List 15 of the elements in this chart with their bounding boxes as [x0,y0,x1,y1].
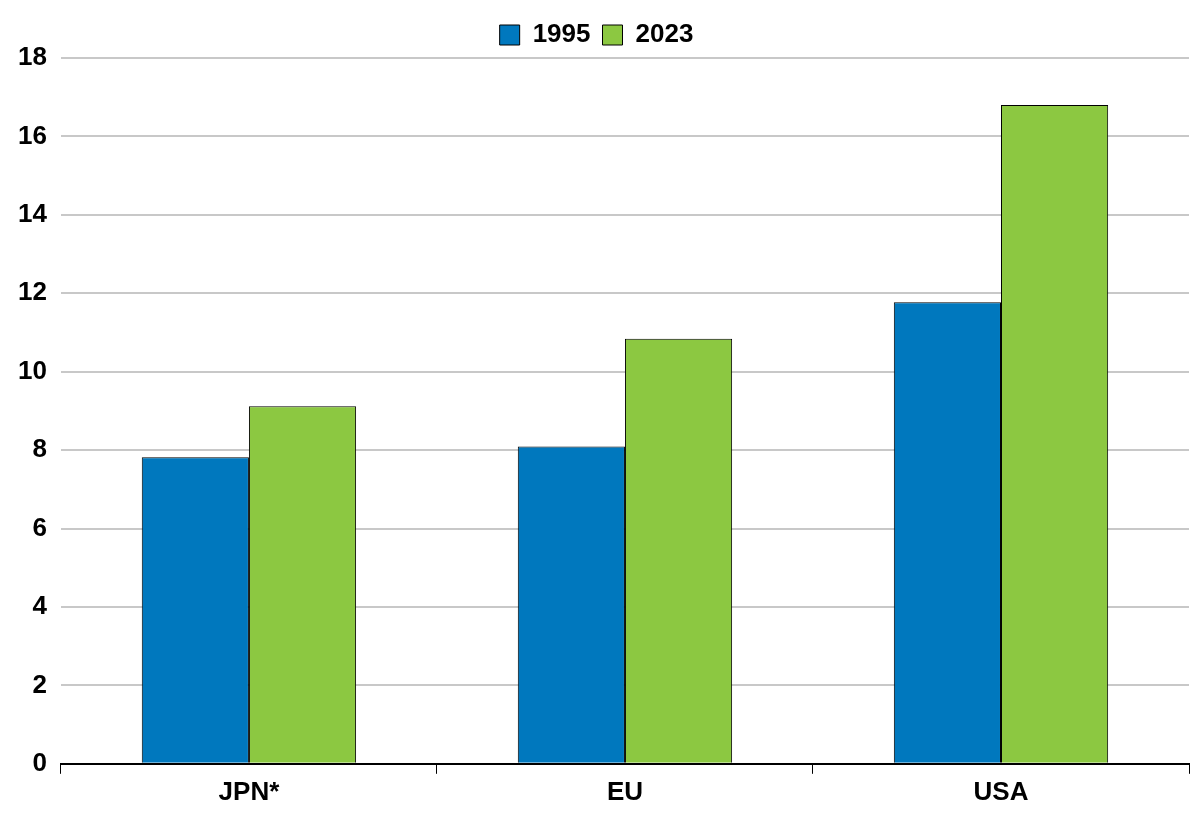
y-tick-label: 14 [18,198,48,229]
y-tick-label: 16 [18,119,47,150]
y-tick-label: 6 [32,511,47,542]
y-tick-label: 10 [18,354,47,385]
y-tick-label: 18 [18,41,47,72]
y-tick-label: 0 [32,746,47,777]
y-tick-label: 12 [18,276,47,307]
x-tick-label: JPN* [218,775,281,806]
legend-label: 1995 [532,18,591,49]
y-tick-label: 2 [32,668,47,699]
x-tick-label: USA [973,775,1029,806]
legend-label: 2023 [635,18,694,49]
y-tick-label: 8 [32,433,47,464]
y-tick-label: 4 [32,590,48,621]
x-tick-label: EU [606,775,644,806]
